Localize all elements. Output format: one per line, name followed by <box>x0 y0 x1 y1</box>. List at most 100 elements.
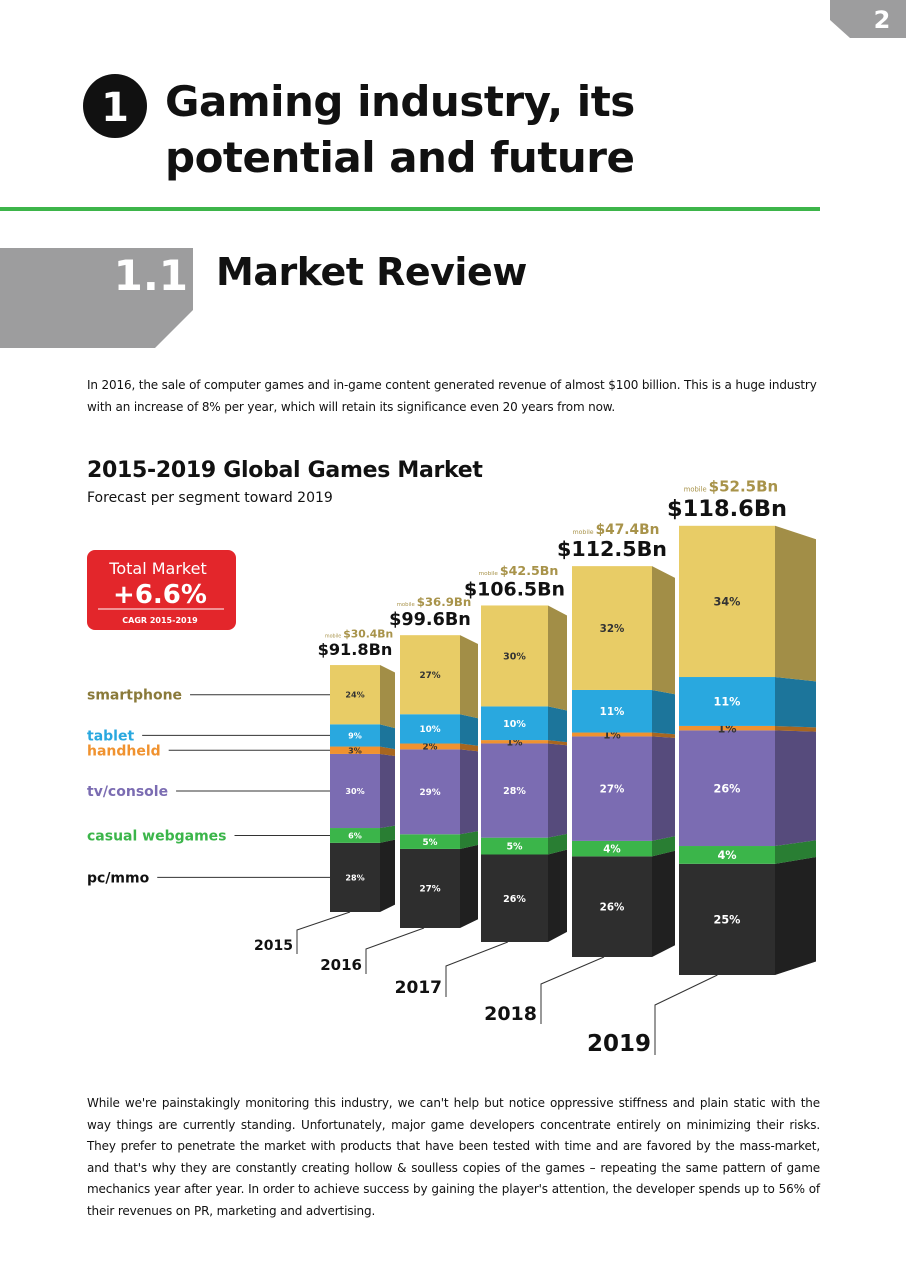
mobile-label: mobile $30.4Bn <box>325 628 393 641</box>
mobile-label: mobile $47.4Bn <box>573 522 660 538</box>
chapter-title: Gaming industry, its potential and futur… <box>165 77 635 182</box>
segment-label: 4% <box>717 849 736 862</box>
segment-label: 27% <box>600 783 625 795</box>
bar-segment-side <box>460 743 478 752</box>
bar-segment-side <box>548 849 567 942</box>
bar-side-shade <box>652 689 675 735</box>
bar-segment-side <box>380 665 395 729</box>
bar-side-shade <box>460 714 478 746</box>
bar-segment-side <box>652 566 675 695</box>
bar-segment-side <box>548 706 567 743</box>
bar-segment-side <box>775 857 816 975</box>
callout-title: Total Market <box>108 559 206 578</box>
mobile-name: mobile <box>397 602 415 608</box>
segment-label: 10% <box>503 719 526 730</box>
total-label: $99.6Bn <box>389 610 471 630</box>
bar-side-shade <box>652 850 675 957</box>
bar-segment-side <box>548 743 567 838</box>
bar-segment-side <box>460 831 478 849</box>
segment-label: 5% <box>506 842 523 853</box>
bar-segment <box>330 753 380 829</box>
bar-segment <box>400 848 460 928</box>
bar-segment <box>572 566 652 690</box>
segment-label: 30% <box>503 651 526 662</box>
bar-segment-side <box>380 839 395 912</box>
bar-segment <box>679 525 775 678</box>
mobile-name: mobile <box>325 634 341 640</box>
divider <box>0 207 820 211</box>
bar-side-shade <box>380 724 395 750</box>
bar-segment <box>400 635 460 715</box>
bar-side-shade <box>775 730 816 847</box>
year-leader <box>365 927 425 974</box>
bar-segment-side <box>775 725 816 732</box>
bar-side-shade <box>548 743 567 838</box>
bar-segment-side <box>548 740 567 746</box>
mobile-value: $42.5Bn <box>500 563 559 578</box>
chart-title: 2015-2019 Global Games Market <box>87 458 483 483</box>
x-tick-label: 2016 <box>320 956 362 974</box>
bar-segment <box>400 749 460 835</box>
bar-side-shade <box>460 844 478 928</box>
bar-segment <box>330 842 380 912</box>
bar-segment <box>679 846 775 864</box>
bar-side-shade <box>380 825 395 843</box>
bar-side-shade <box>775 525 816 682</box>
bar-side-shade <box>460 635 478 719</box>
year-leader <box>296 911 351 954</box>
x-tick-label: 2017 <box>395 978 442 998</box>
bar-side-shade <box>652 566 675 695</box>
bar-segment-side <box>775 840 816 864</box>
callout-caption: CAGR 2015-2019 <box>122 616 198 625</box>
bar-side-shade <box>548 605 567 711</box>
bar-segment <box>572 856 652 957</box>
x-tick-label: 2019 <box>587 1031 651 1057</box>
segment-label: 11% <box>714 696 741 709</box>
legend-label: tablet <box>87 728 134 744</box>
bar-side-shade <box>548 740 567 746</box>
bar-segment-side <box>460 749 478 835</box>
body-paragraph: While we're painstakingly monitoring thi… <box>87 1096 820 1218</box>
year-leader <box>445 941 508 997</box>
section-banner <box>0 248 193 348</box>
segment-label: 4% <box>603 843 621 855</box>
segment-label: 11% <box>600 706 625 718</box>
segment-label: 5% <box>423 838 438 848</box>
segment-label: 28% <box>345 873 364 882</box>
bar-segment-side <box>652 732 675 738</box>
bar-segment-side <box>460 714 478 746</box>
bar-side-shade <box>775 857 816 975</box>
segment-label: 3% <box>348 746 362 755</box>
bar-segment <box>481 706 548 741</box>
section-number: 1.1 <box>114 251 188 300</box>
bar-segment-side <box>775 525 816 682</box>
bar-segment <box>679 725 775 731</box>
bar-segment <box>330 828 380 843</box>
mobile-value: $52.5Bn <box>709 477 779 495</box>
segment-label: 2% <box>423 743 438 753</box>
mobile-label: mobile $42.5Bn <box>479 563 559 578</box>
page-number: 2 <box>874 6 891 34</box>
bar-side-shade <box>460 743 478 752</box>
bar-segment <box>330 746 380 754</box>
bar-side-shade <box>652 836 675 857</box>
bar-side-shade <box>775 677 816 728</box>
bar-side-shade <box>548 706 567 743</box>
total-label: $112.5Bn <box>557 537 667 561</box>
segment-label: 24% <box>345 691 364 700</box>
bar-segment <box>400 743 460 750</box>
mobile-value: $47.4Bn <box>596 522 660 538</box>
mobile-label: mobile $36.9Bn <box>397 595 471 609</box>
bar-segment-side <box>652 836 675 857</box>
bar-side-shade <box>380 753 395 829</box>
bar-segment-side <box>775 677 816 728</box>
bar-segment <box>400 714 460 744</box>
segment-label: 25% <box>714 914 741 927</box>
bar-segment-side <box>380 753 395 829</box>
callout-value: +6.6% <box>113 580 207 610</box>
segment-label: 9% <box>348 731 362 740</box>
bar-segment <box>400 834 460 849</box>
bar-segment <box>679 677 775 726</box>
mobile-name: mobile <box>573 529 594 536</box>
total-label: $118.6Bn <box>667 496 787 522</box>
